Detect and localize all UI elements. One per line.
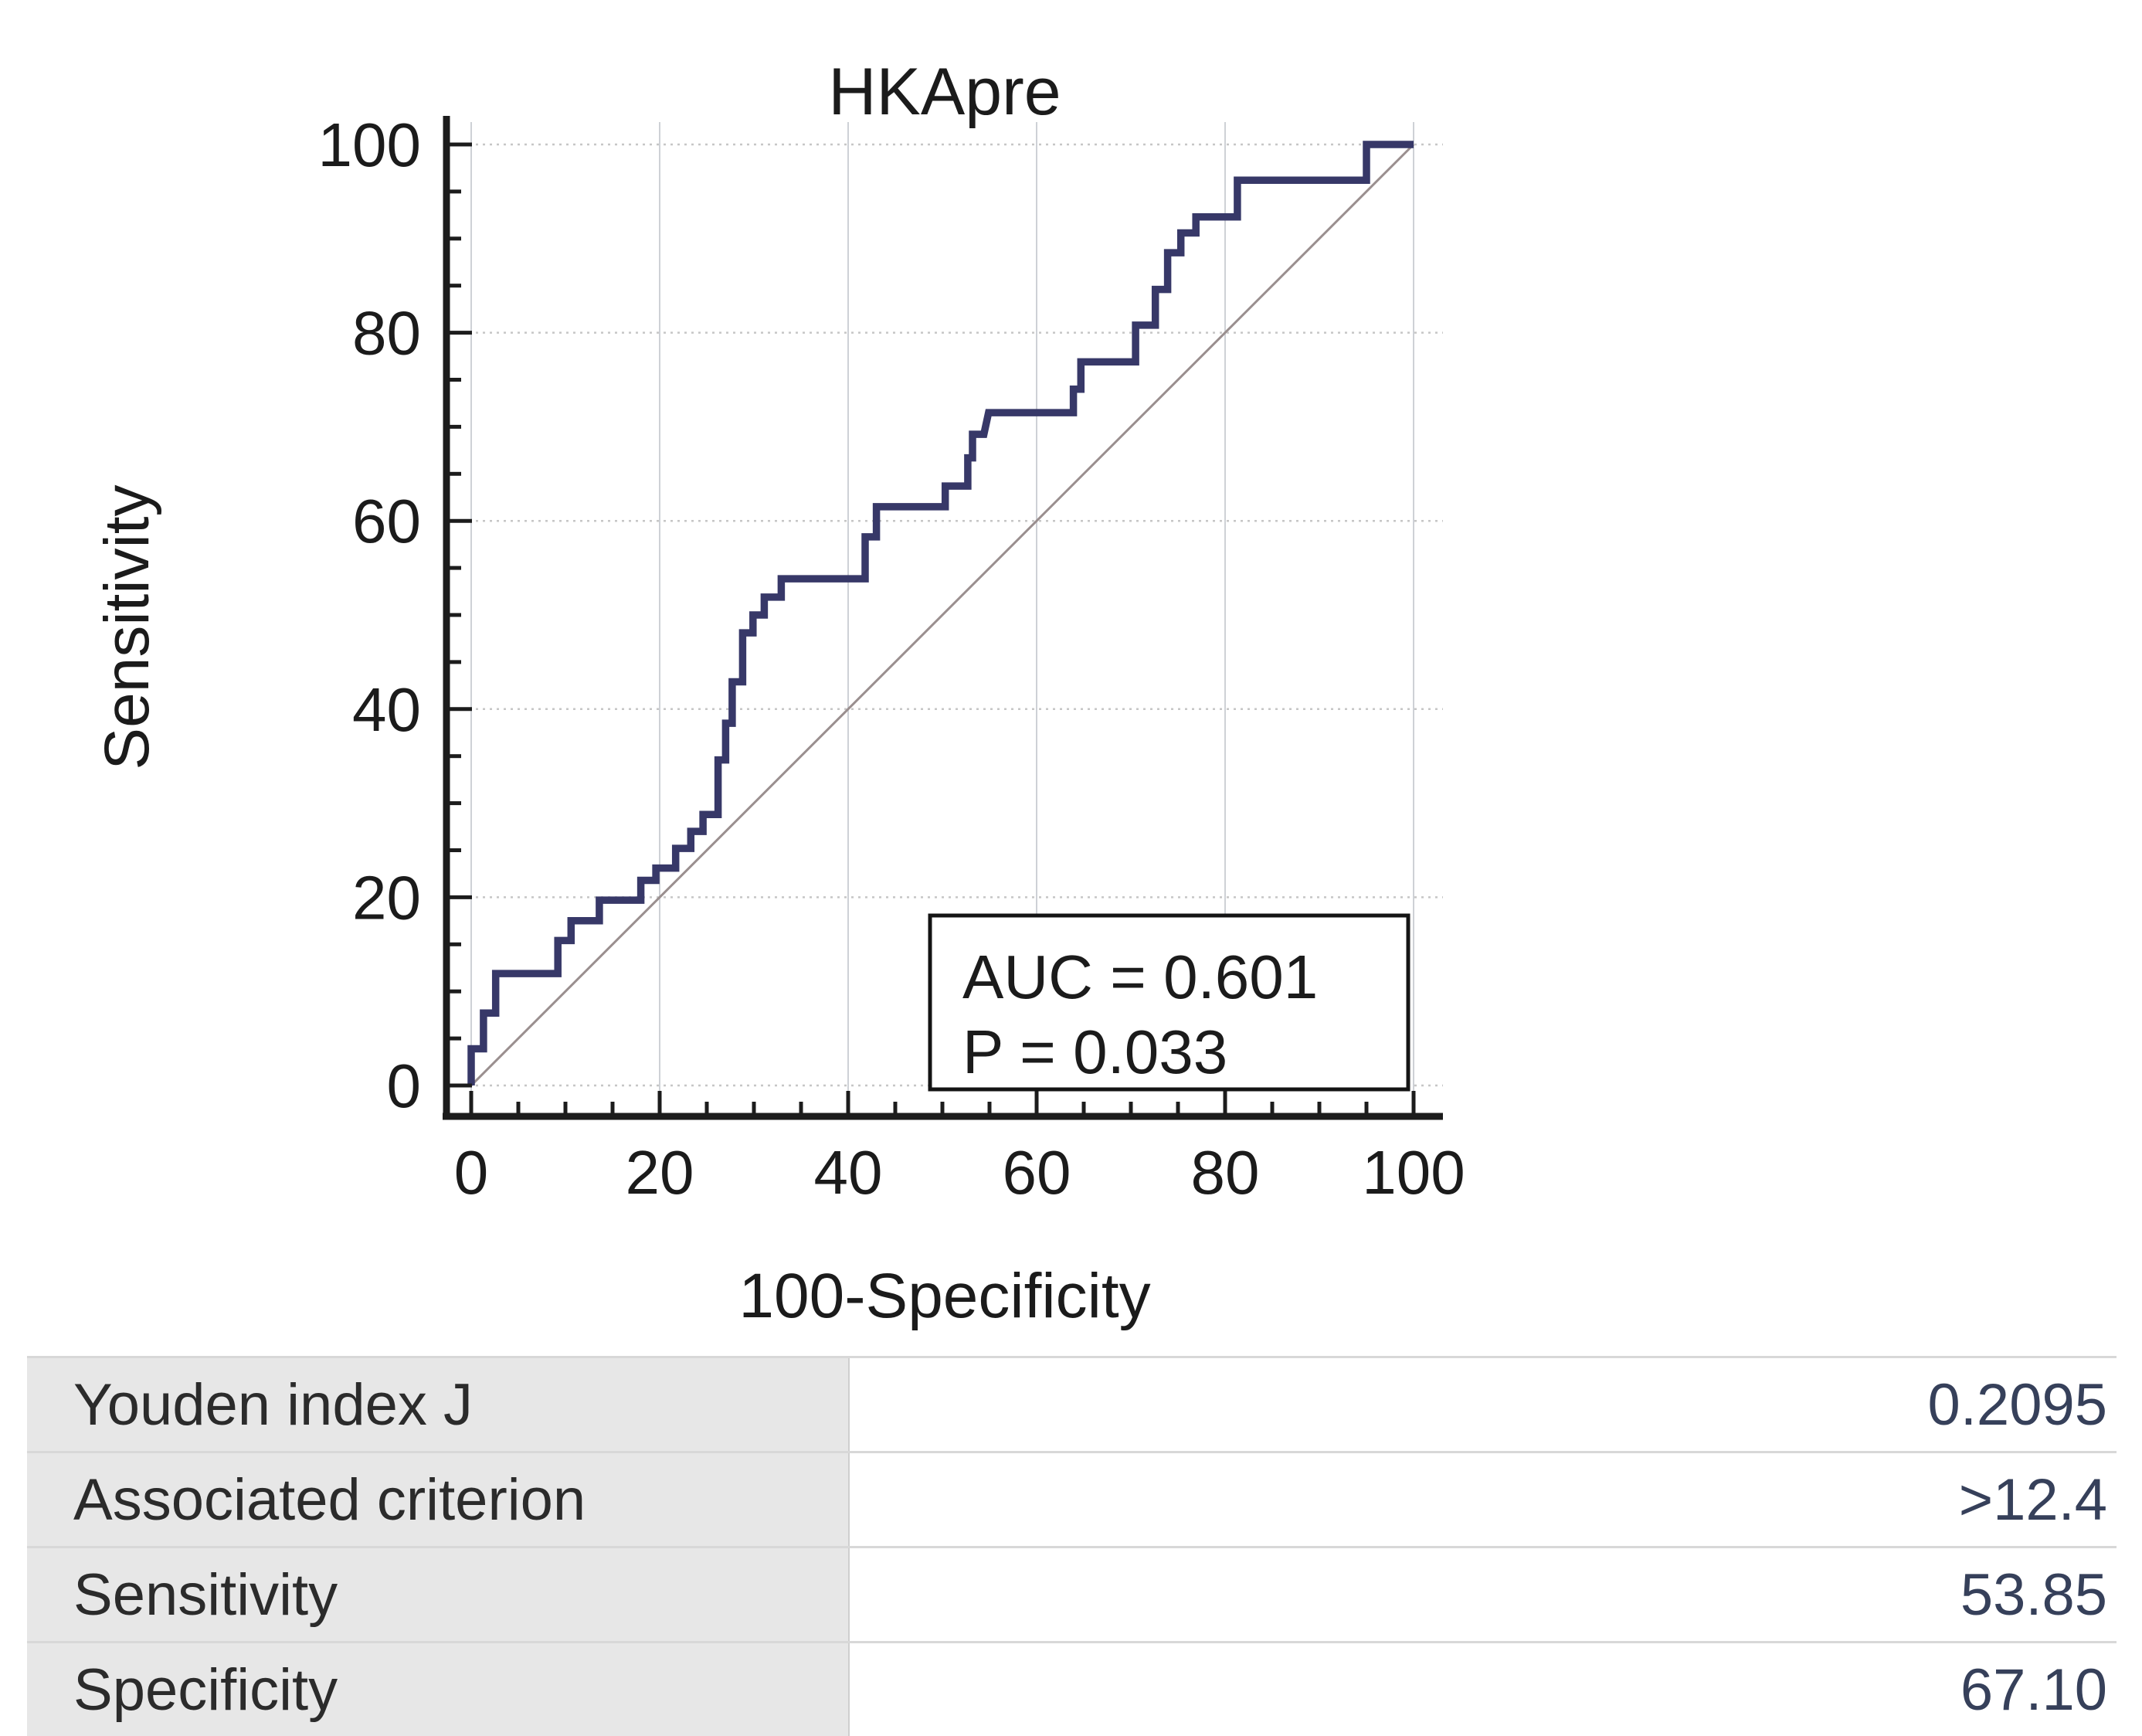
x-tick-label: 20 (626, 1138, 694, 1207)
row-value-cell: 0.2095 (850, 1358, 2117, 1451)
y-tick-label: 20 (352, 863, 421, 932)
auc-annotation-box (928, 913, 1410, 1092)
chart-title: HKApre (828, 55, 1061, 129)
row-value-cell: >12.4 (850, 1453, 2117, 1546)
y-axis-title: Sensitivity (92, 484, 162, 769)
y-tick-label: 0 (387, 1051, 422, 1120)
x-tick-label: 40 (814, 1138, 883, 1207)
row-label: Sensitivity (73, 1561, 338, 1628)
x-tick-label: 60 (1003, 1138, 1071, 1207)
y-tick-label: 60 (352, 487, 421, 555)
y-tick-label: 40 (352, 675, 421, 744)
row-label: Specificity (73, 1656, 338, 1723)
row-value: 67.10 (1960, 1656, 2107, 1723)
table-row-specificity: Specificity 67.10 (27, 1641, 2117, 1736)
row-label: Youden index J (73, 1371, 473, 1438)
roc-chart: 0 20 40 60 80 100 0 20 40 60 80 100 HKApre Sensitivit… (92, 55, 1465, 1331)
x-tick-label: 0 (454, 1138, 489, 1207)
row-label-cell: Associated criterion (27, 1453, 850, 1546)
reference-diagonal-line (470, 143, 1415, 1087)
criterion-results-table: Youden index J 0.2095 Associated criteri… (27, 1356, 2117, 1736)
roc-curve-line (467, 141, 1414, 1085)
x-tick-label: 100 (1362, 1138, 1465, 1207)
row-value-cell: 53.85 (850, 1548, 2117, 1641)
row-value: >12.4 (1958, 1466, 2107, 1533)
auc-annotation-text: AUC = 0.601 (962, 943, 1318, 1011)
y-tick-label: 100 (318, 110, 421, 179)
y-tick-label: 80 (352, 299, 421, 368)
row-value: 0.2095 (1927, 1371, 2107, 1438)
row-value: 53.85 (1960, 1561, 2107, 1628)
p-annotation-text: P = 0.033 (962, 1017, 1227, 1086)
row-label-cell: Sensitivity (27, 1548, 850, 1641)
row-label: Associated criterion (73, 1466, 586, 1533)
row-label-cell: Specificity (27, 1643, 850, 1736)
row-value-cell: 67.10 (850, 1643, 2117, 1736)
table-row-youden-index: Youden index J 0.2095 (27, 1356, 2117, 1451)
table-row-associated-criterion: Associated criterion >12.4 (27, 1451, 2117, 1546)
table-row-sensitivity: Sensitivity 53.85 (27, 1546, 2117, 1641)
row-label-cell: Youden index J (27, 1358, 850, 1451)
x-tick-label: 80 (1191, 1138, 1260, 1207)
x-axis-title: 100-Specificity (738, 1261, 1150, 1331)
